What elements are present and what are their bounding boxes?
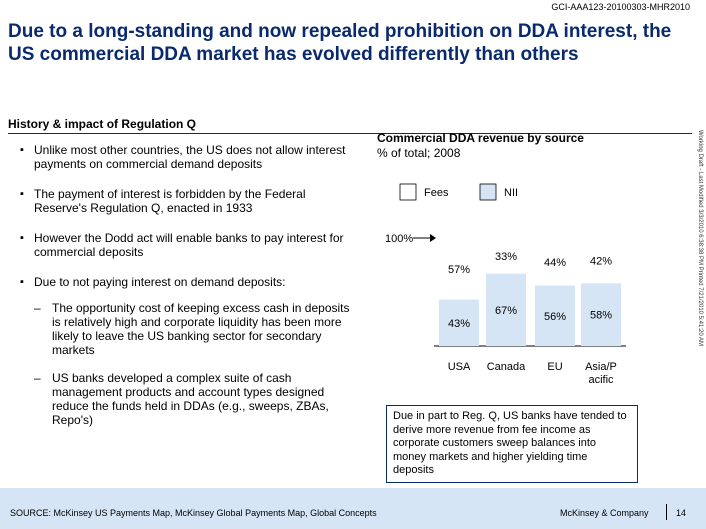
section-title: History & impact of Regulation Q — [8, 117, 197, 131]
data-label-nii: 56% — [544, 311, 566, 323]
data-label-fees: 57% — [448, 264, 470, 276]
sub-bullet-item: The opportunity cost of keeping excess c… — [20, 301, 350, 357]
bullet-list: Unlike most other countries, the US does… — [20, 143, 350, 437]
legend-label-nii: NII — [504, 187, 518, 199]
axis-arrow-head — [430, 234, 436, 242]
axis-label-100: 100% — [385, 233, 413, 245]
bar-nii-2 — [535, 285, 575, 346]
data-label-nii: 67% — [495, 305, 517, 317]
section-divider — [8, 133, 692, 134]
bullet-item: However the Dodd act will enable banks t… — [20, 231, 350, 259]
stacked-bar-chart: Fees NII 100% 57% 43% 33% 67% 44% 56% 42% 58% US… — [385, 183, 626, 386]
legend-swatch-fees — [399, 183, 417, 201]
footer: SOURCE: McKinsey US Payments Map, McKins… — [0, 488, 706, 529]
document-id: GCI-AAA123-20100303-MHR2010 — [551, 2, 690, 12]
bullet-item: The payment of interest is forbidden by … — [20, 187, 350, 215]
bar-fees-3 — [581, 238, 621, 284]
page-title: Due to a long-standing and now repealed … — [8, 21, 672, 65]
bar-nii-0 — [439, 299, 479, 346]
chart-title: Commercial DDA revenue by source — [377, 131, 584, 145]
category-label: EU — [547, 361, 562, 373]
chart-subtitle: % of total; 2008 — [377, 146, 461, 160]
data-label-nii: 43% — [448, 318, 470, 330]
chart-bars — [439, 238, 621, 346]
data-label-fees: 44% — [544, 257, 566, 269]
chart-legend: Fees NII — [399, 183, 518, 201]
bar-nii-3 — [581, 283, 621, 346]
footer-separator — [666, 504, 667, 520]
bullet-item: Due to not paying interest on demand dep… — [20, 275, 350, 289]
bar-fees-2 — [535, 238, 575, 286]
category-label: Canada — [487, 361, 526, 373]
sub-bullet-item: US banks developed a complex suite of ca… — [20, 371, 350, 427]
print-metadata: Working Draft - Last Modified 3/3/2010 6… — [693, 130, 705, 380]
category-label: USA — [448, 361, 471, 373]
callout-box: Due in part to Reg. Q, US banks have ten… — [386, 405, 638, 483]
chart-data-labels: 57% 43% 33% 67% 44% 56% 42% 58% — [448, 251, 612, 330]
print-metadata-text: Working Draft - Last Modified 3/3/2010 6… — [697, 130, 703, 347]
legend-label-fees: Fees — [424, 187, 449, 199]
page-number: 14 — [676, 508, 687, 518]
footer-source: SOURCE: McKinsey US Payments Map, McKins… — [10, 508, 377, 518]
footer-brand: McKinsey & Company — [560, 508, 649, 518]
chart-title-block: Commercial DDA revenue by source % of to… — [377, 131, 584, 161]
bar-fees-1 — [486, 238, 526, 274]
data-label-fees: 33% — [495, 251, 517, 263]
data-label-nii: 58% — [590, 310, 612, 322]
legend-swatch-nii — [479, 183, 497, 201]
data-label-fees: 42% — [590, 256, 612, 268]
category-label: acific — [588, 374, 614, 386]
bar-nii-1 — [486, 273, 526, 346]
bar-fees-0 — [439, 238, 479, 300]
bullet-item: Unlike most other countries, the US does… — [20, 143, 350, 171]
category-label: Asia/P — [585, 361, 617, 373]
